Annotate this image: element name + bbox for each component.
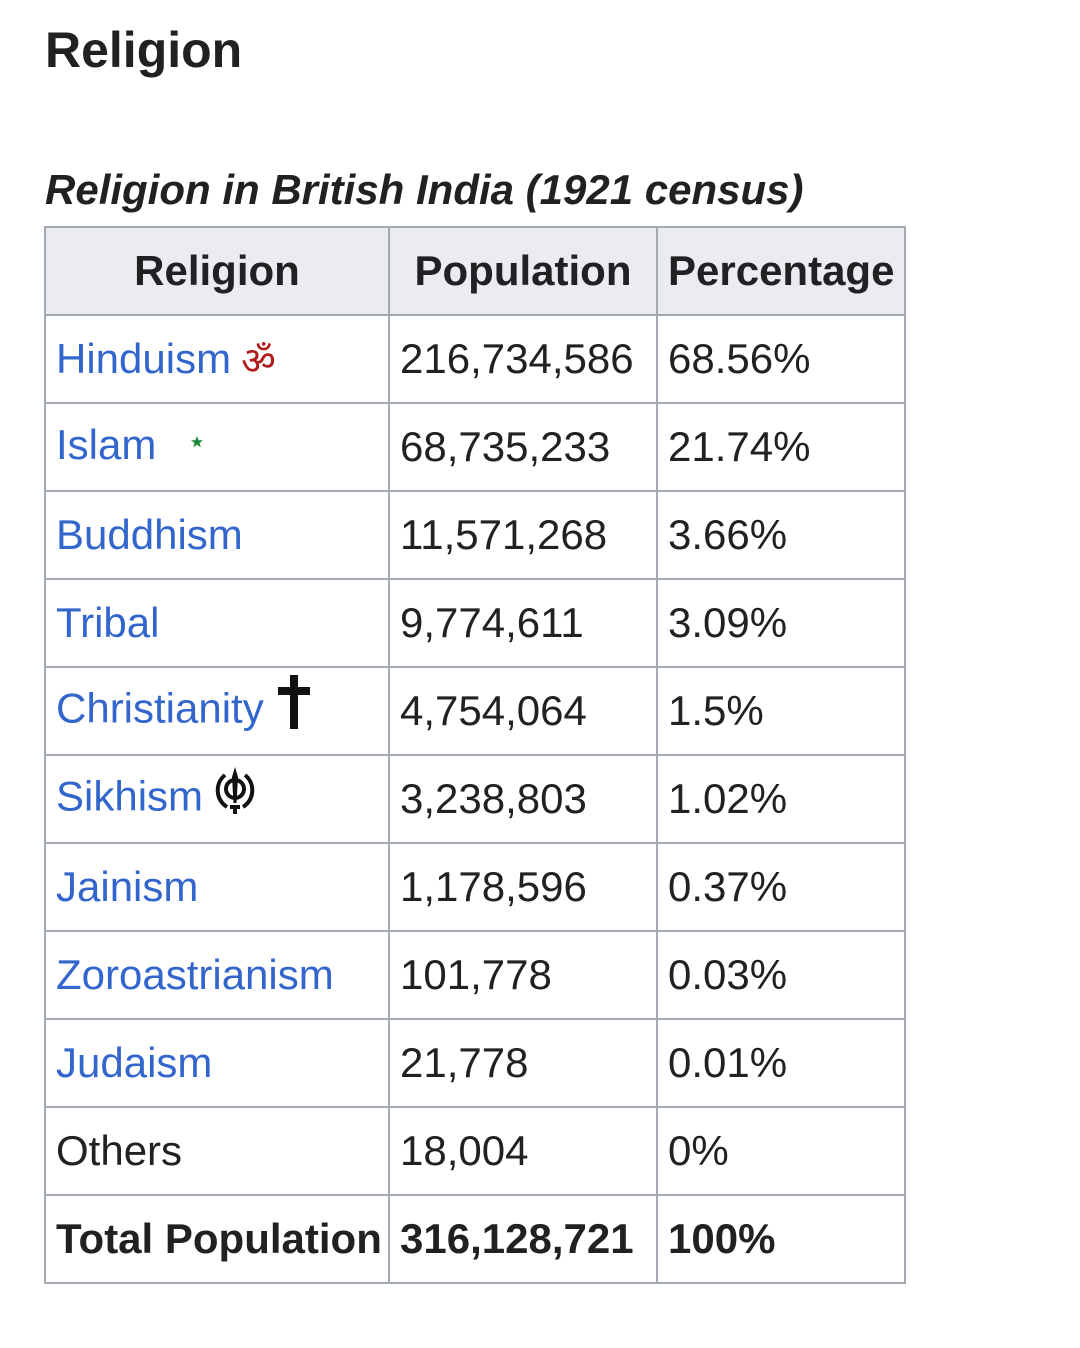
religion-link-buddhism[interactable]: Buddhism	[56, 511, 243, 558]
table-row-hinduism: Hinduism ॐ 216,734,586 68.56%	[44, 314, 906, 404]
percentage-cell: 0.01%	[656, 1018, 906, 1108]
population-cell: 3,238,803	[388, 754, 658, 844]
religion-link-christianity[interactable]: Christianity	[56, 684, 264, 732]
table-row-buddhism: Buddhism 11,571,268 3.66%	[44, 490, 906, 580]
religion-link-jainism[interactable]: Jainism	[56, 863, 199, 910]
table-row-others: Others 18,004 0%	[44, 1106, 906, 1196]
religion-cell: Others	[44, 1106, 390, 1196]
table-row-jainism: Jainism 1,178,596 0.37%	[44, 842, 906, 932]
population-cell: 18,004	[388, 1106, 658, 1196]
population-cell: 9,774,611	[388, 578, 658, 668]
table-row-total: Total Population 316,128,721 100%	[44, 1194, 906, 1284]
table-row-christianity: Christianity 4,754,064 1.5%	[44, 666, 906, 756]
table-row-sikhism: Sikhism 3,238,803 1.02%	[44, 754, 906, 844]
religion-cell: Zoroastrianism	[44, 930, 390, 1020]
table-row-islam: Islam 68,735,233 21.74%	[44, 402, 906, 492]
population-cell: 1,178,596	[388, 842, 658, 932]
religion-link-judaism[interactable]: Judaism	[56, 1039, 213, 1086]
star-and-crescent-icon	[166, 423, 206, 474]
percentage-cell: 68.56%	[656, 314, 906, 404]
percentage-cell: 1.5%	[656, 666, 906, 756]
religion-cell: Hinduism ॐ	[44, 314, 390, 404]
percentage-cell: 21.74%	[656, 402, 906, 492]
population-cell: 21,778	[388, 1018, 658, 1108]
religion-cell: Tribal	[44, 578, 390, 668]
percentage-cell: 1.02%	[656, 754, 906, 844]
total-population: 316,128,721	[388, 1194, 658, 1284]
table-row-tribal: Tribal 9,774,611 3.09%	[44, 578, 906, 668]
religion-cell: Islam	[44, 402, 390, 492]
population-cell: 4,754,064	[388, 666, 658, 756]
religion-link-zoroastrianism[interactable]: Zoroastrianism	[56, 951, 334, 998]
percentage-cell: 3.09%	[656, 578, 906, 668]
population-cell: 68,735,233	[388, 402, 658, 492]
column-header-religion[interactable]: Religion	[44, 226, 390, 316]
religion-cell: Sikhism	[44, 754, 390, 844]
percentage-cell: 0.03%	[656, 930, 906, 1020]
percentage-cell: 0.37%	[656, 842, 906, 932]
percentage-cell: 0%	[656, 1106, 906, 1196]
table-row-zoroastrianism: Zoroastrianism 101,778 0.03%	[44, 930, 906, 1020]
table-row-judaism: Judaism 21,778 0.01%	[44, 1018, 906, 1108]
table-caption: Religion in British India (1921 census)	[45, 166, 804, 213]
total-label: Total Population	[44, 1194, 390, 1284]
religion-cell: Christianity	[44, 666, 390, 756]
religion-cell: Jainism	[44, 842, 390, 932]
religion-cell: Judaism	[44, 1018, 390, 1108]
percentage-cell: 3.66%	[656, 490, 906, 580]
population-cell: 11,571,268	[388, 490, 658, 580]
column-header-population[interactable]: Population	[388, 226, 658, 316]
religion-link-islam[interactable]: Islam	[56, 421, 157, 469]
religion-label-others: Others	[56, 1127, 183, 1174]
religion-link-sikhism[interactable]: Sikhism	[56, 772, 204, 820]
cross-icon	[274, 674, 314, 746]
table-header-row: Religion Population Percentage	[44, 226, 906, 316]
population-cell: 101,778	[388, 930, 658, 1020]
religion-link-hinduism[interactable]: Hinduism	[56, 335, 232, 382]
religion-cell: Buddhism	[44, 490, 390, 580]
religion-census-table: Religion Population Percentage Hinduism ॐ…	[44, 226, 906, 1284]
total-percentage: 100%	[656, 1194, 906, 1284]
population-cell: 216,734,586	[388, 314, 658, 404]
khanda-icon	[213, 766, 257, 830]
column-header-percentage[interactable]: Percentage	[656, 226, 906, 316]
om-icon: ॐ	[241, 340, 276, 383]
section-heading: Religion	[45, 22, 243, 78]
religion-link-tribal[interactable]: Tribal	[56, 599, 160, 646]
